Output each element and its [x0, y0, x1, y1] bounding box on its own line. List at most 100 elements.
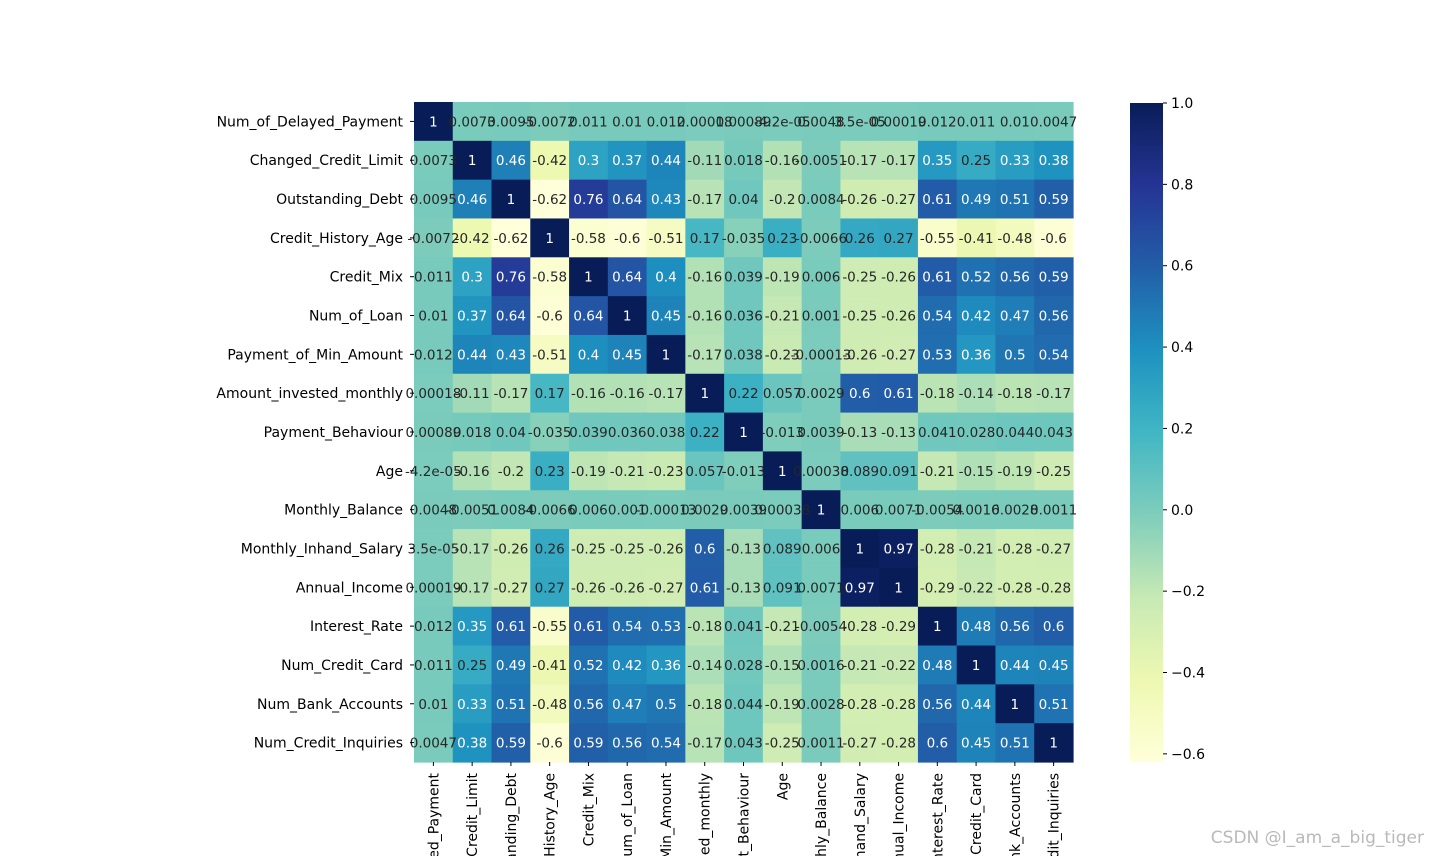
- heatmap-cell: [801, 334, 842, 375]
- cell-value-label: 0.012: [647, 114, 686, 130]
- cell-value-label: -0.18: [997, 386, 1032, 402]
- heatmap-cell: [1034, 606, 1074, 647]
- heatmap-cell: [569, 645, 609, 685]
- heatmap-cell: [685, 296, 725, 336]
- heatmap-cell: [956, 567, 997, 608]
- cell-value-label: -4.2e-05: [754, 114, 811, 130]
- cell-value-label: -0.28: [997, 541, 1032, 557]
- heatmap-cell: [995, 140, 1035, 181]
- heatmap-cell: [917, 723, 958, 763]
- cell-value-label: -0.21: [610, 464, 645, 480]
- cell-value-label: -0.26: [881, 270, 916, 286]
- cell-value-label: -0.17: [455, 541, 490, 557]
- cell-value-label: 0.043: [1034, 425, 1073, 441]
- heatmap-cell: [607, 140, 648, 181]
- cell-value-label: 0.00038: [754, 503, 810, 519]
- heatmap-cell: [414, 567, 454, 608]
- heatmap-cell: [762, 373, 803, 414]
- heatmap-cell: [530, 218, 570, 258]
- cell-value-label: 0.0047: [1030, 114, 1077, 130]
- cell-value-label: 0.0039: [797, 425, 844, 441]
- heatmap-cell: [452, 296, 493, 336]
- heatmap-cell: [530, 373, 570, 414]
- cell-value-label: 0.59: [1039, 192, 1069, 208]
- cell-value-label: -0.17: [687, 347, 722, 363]
- heatmap-cell: [607, 723, 648, 763]
- cell-value-label: 0.97: [884, 541, 914, 557]
- heatmap-cell: [607, 412, 648, 453]
- cell-value-label: 0.091: [763, 580, 802, 596]
- heatmap-cell: [530, 102, 570, 142]
- heatmap-cell: [801, 140, 842, 181]
- heatmap-cell: [685, 179, 725, 220]
- heatmap-cell: [801, 529, 842, 569]
- heatmap-cell: [995, 490, 1035, 530]
- heatmap-cell: [956, 179, 997, 220]
- cell-value-label: 0.64: [612, 192, 642, 208]
- cell-value-label: 0.61: [922, 192, 952, 208]
- heatmap-cell: [530, 490, 570, 530]
- heatmap-cell: [801, 645, 842, 685]
- heatmap-cell: [762, 218, 803, 258]
- heatmap-cell: [607, 334, 648, 375]
- heatmap-cell: [491, 412, 531, 453]
- heatmap-cell: [724, 179, 764, 220]
- cell-value-label: -0.26: [493, 541, 528, 557]
- cell-value-label: 0.00018: [405, 386, 461, 402]
- cell-value-label: 0.64: [573, 309, 603, 325]
- cell-value-label: 1: [468, 153, 477, 169]
- heatmap-cell: [762, 334, 803, 375]
- heatmap-cell: [956, 723, 997, 763]
- colorbar-tick-label: −0.2: [1171, 584, 1205, 600]
- cell-value-label: 0.44: [1000, 658, 1030, 674]
- cell-value-label: 0.0071: [875, 503, 922, 519]
- heatmap-cell: [879, 451, 919, 491]
- column-label: Age: [775, 773, 791, 800]
- heatmap-cell: [724, 296, 764, 336]
- cell-value-label: 1: [584, 270, 593, 286]
- heatmap-cell: [452, 412, 493, 453]
- cell-value-label: -0.23: [765, 347, 800, 363]
- row-label: Num_Credit_Card: [281, 658, 403, 674]
- heatmap-cell: [995, 373, 1035, 414]
- heatmap-cell: [956, 257, 997, 297]
- heatmap-cell: [607, 490, 648, 530]
- heatmap-cells: [414, 102, 1074, 763]
- heatmap-cell: [414, 179, 454, 220]
- heatmap-cell: [956, 684, 997, 724]
- heatmap-cell: [917, 373, 958, 414]
- heatmap-cell: [724, 334, 764, 375]
- heatmap-cell: [646, 102, 686, 142]
- cell-value-label: 0.59: [573, 736, 603, 752]
- heatmap-cell: [801, 296, 842, 336]
- heatmap-cell: [569, 257, 609, 297]
- heatmap-cell: [685, 373, 725, 414]
- heatmap-cell: [724, 684, 764, 724]
- row-label: Annual_Income: [296, 580, 403, 596]
- cell-value-label: 1: [662, 347, 671, 363]
- heatmap-cell: [685, 606, 725, 647]
- cell-value-label: 0.51: [496, 697, 526, 713]
- row-label: Changed_Credit_Limit: [250, 153, 404, 169]
- cell-value-label: -0.0051: [795, 153, 847, 169]
- cell-value-label: 0.039: [724, 270, 763, 286]
- heatmap-cell: [414, 529, 454, 569]
- cell-value-label: -0.28: [1036, 580, 1071, 596]
- cell-value-label: 0.45: [651, 309, 681, 325]
- cell-value-label: 0.0048: [410, 503, 457, 519]
- cell-value-label: 0.0039: [720, 503, 767, 519]
- cell-value-label: -0.15: [959, 464, 994, 480]
- cell-value-label: 0.057: [763, 386, 802, 402]
- heatmap-cell: [1034, 102, 1074, 142]
- cell-value-label: 0.38: [1039, 153, 1069, 169]
- cell-value-label: -0.58: [532, 270, 567, 286]
- heatmap-cell: [995, 296, 1035, 336]
- heatmap-cell: [879, 645, 919, 685]
- cell-value-label: -0.21: [765, 309, 800, 325]
- heatmap-cell: [995, 179, 1035, 220]
- cell-value-label: 3.5e-05: [407, 541, 459, 557]
- heatmap-cell: [569, 606, 609, 647]
- cell-value-label: 0.26: [535, 541, 565, 557]
- cell-value-label: -0.25: [1036, 464, 1071, 480]
- cell-value-label: 0.0011: [797, 736, 844, 752]
